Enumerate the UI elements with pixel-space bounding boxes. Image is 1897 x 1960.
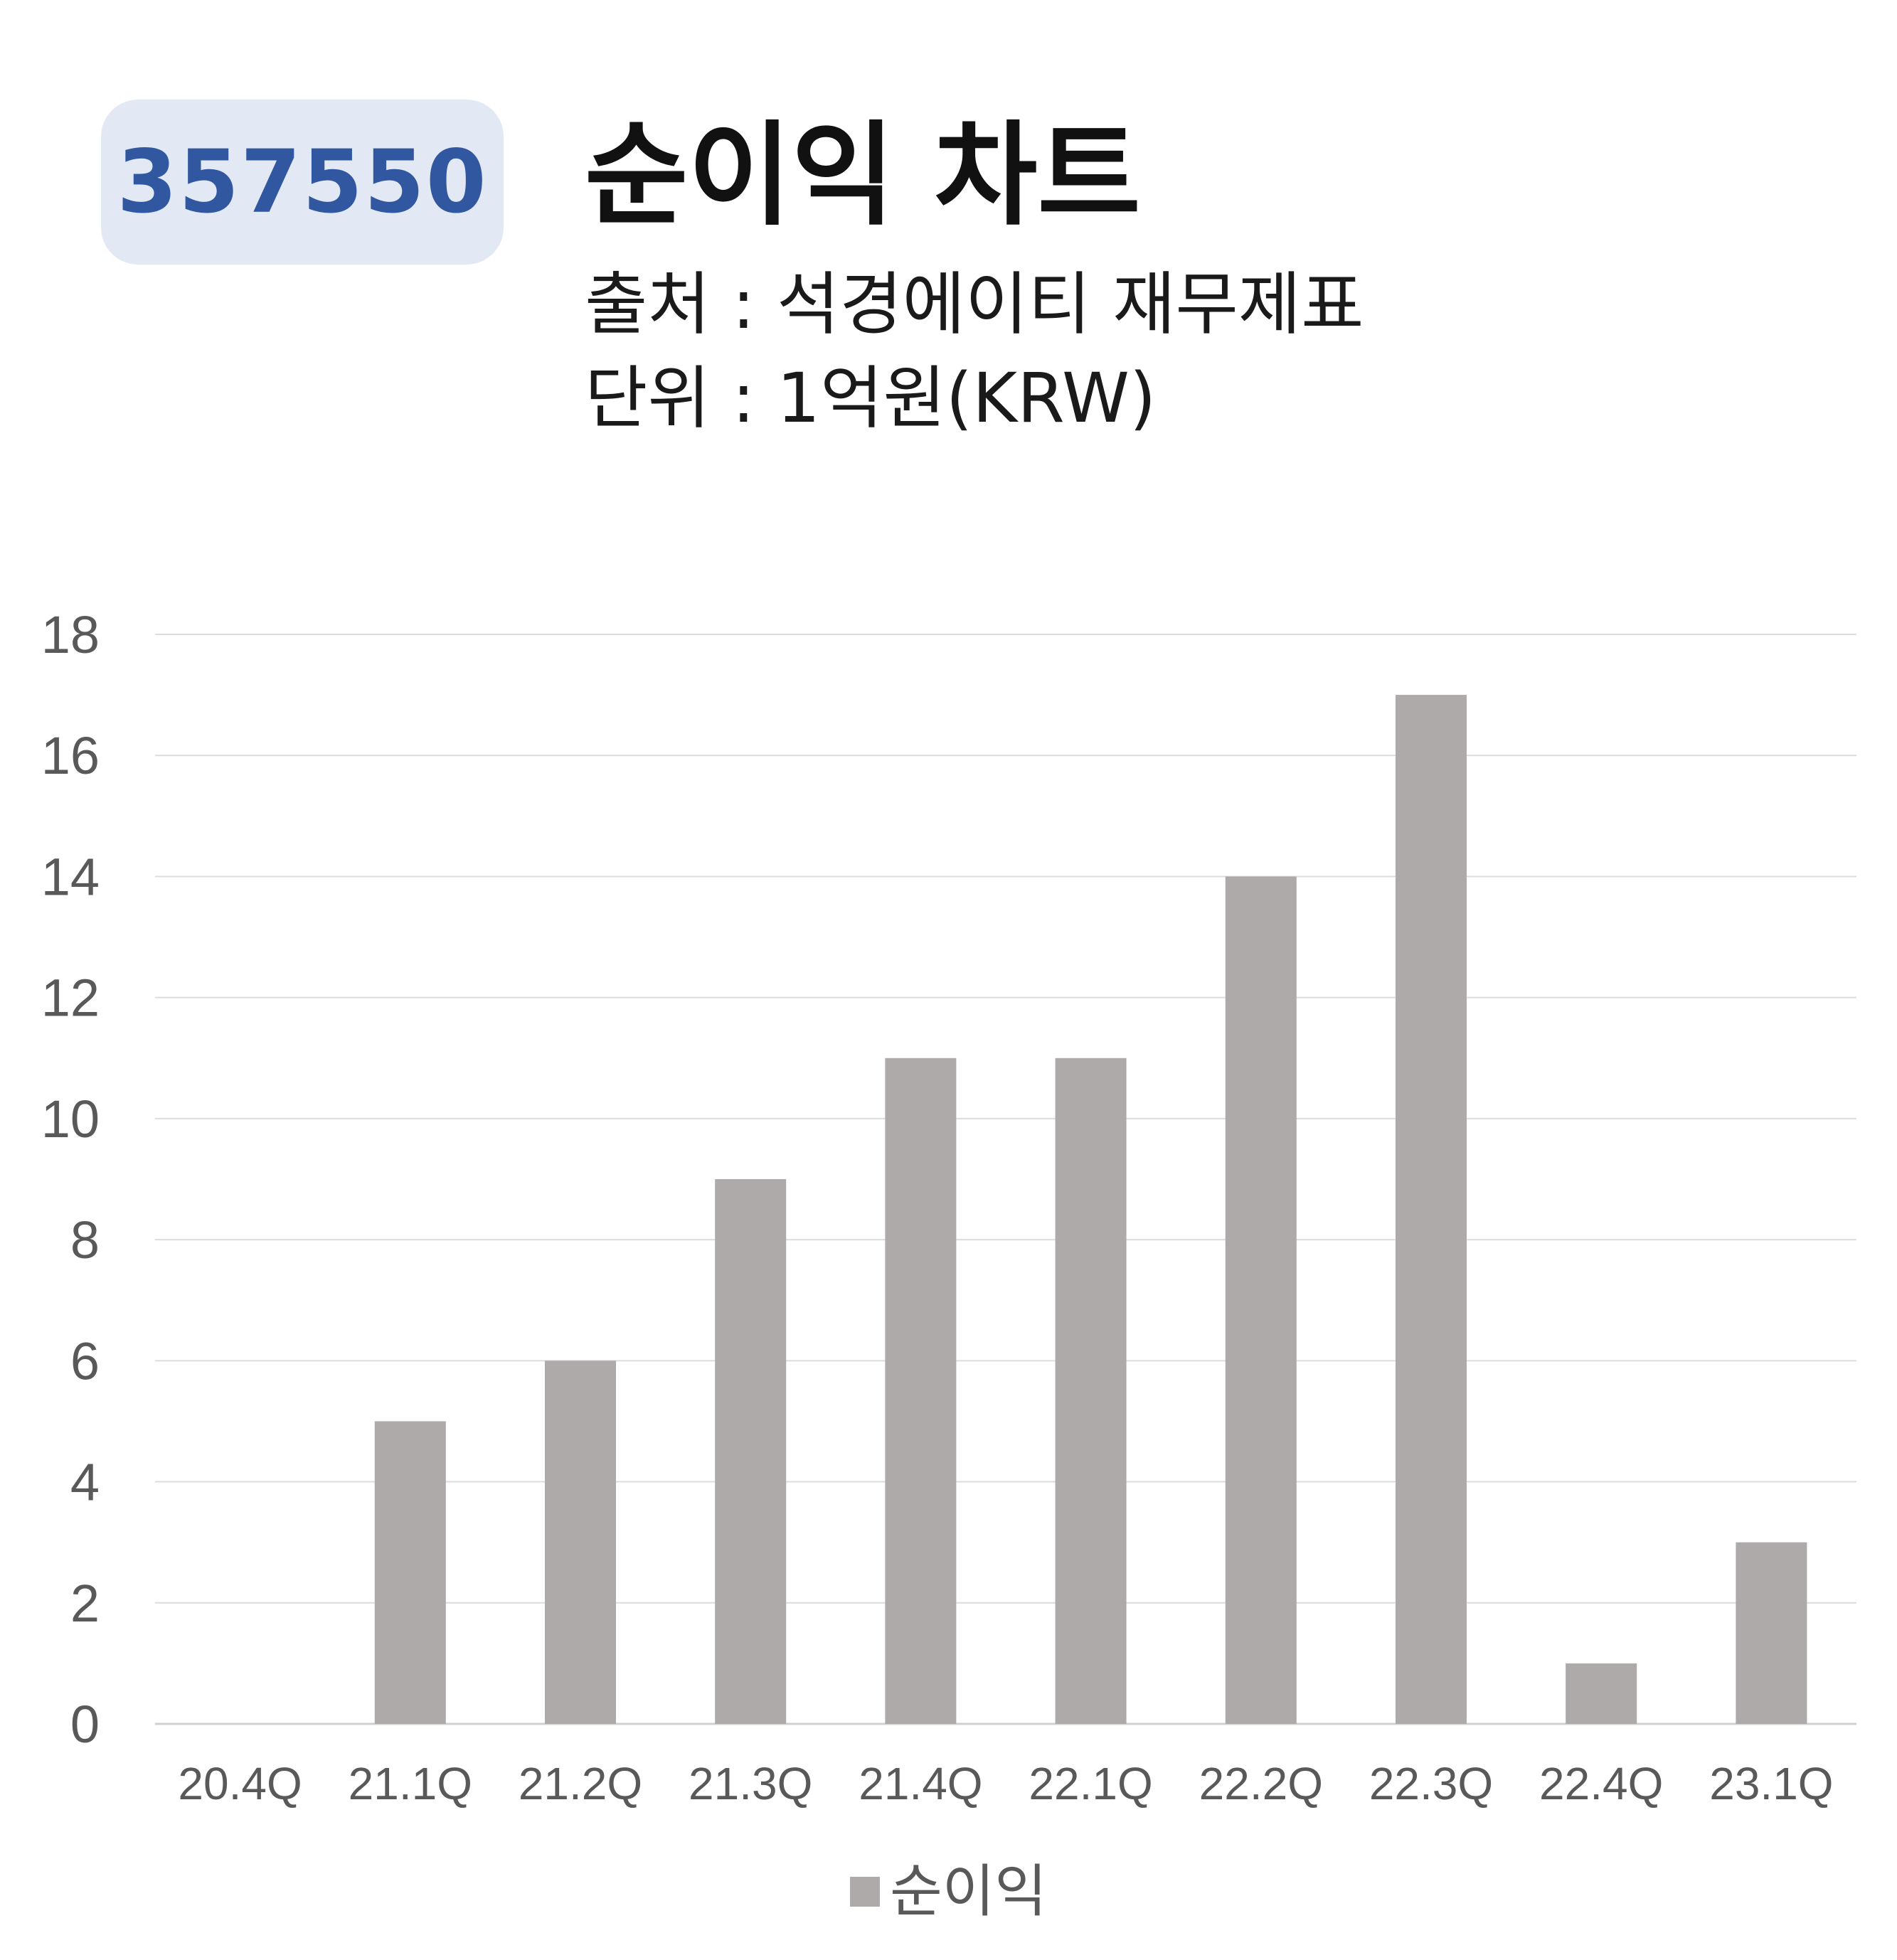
- y-tick-label: 0: [70, 1695, 100, 1754]
- y-tick-label: 2: [70, 1574, 100, 1633]
- x-tick-label: 22.4Q: [1539, 1758, 1663, 1809]
- y-axis-ticks: 0 2 4 6 8 10 12 14 16 18: [41, 605, 100, 1754]
- source-text: 출처 : 석경에이티 재무제표: [585, 265, 1364, 344]
- stock-code-badge: 357550: [101, 100, 504, 265]
- chart-title: 순이익 차트: [585, 110, 1141, 241]
- x-tick-label: 22.1Q: [1029, 1758, 1152, 1809]
- y-tick-label: 6: [70, 1331, 100, 1390]
- legend-label: 순이익: [890, 1858, 1047, 1924]
- bar-22.3Q: [1396, 695, 1467, 1724]
- x-tick-label: 22.3Q: [1369, 1758, 1493, 1809]
- bar-22.2Q: [1225, 876, 1297, 1724]
- bar-21.4Q: [885, 1058, 957, 1724]
- x-tick-label: 21.2Q: [519, 1758, 642, 1809]
- bar-22.4Q: [1566, 1663, 1637, 1724]
- gridlines: [155, 634, 1856, 1725]
- bar-21.3Q: [715, 1179, 787, 1724]
- y-tick-label: 8: [70, 1210, 100, 1269]
- x-tick-label: 23.1Q: [1709, 1758, 1833, 1809]
- bar-21.2Q: [545, 1360, 616, 1724]
- bar-22.1Q: [1055, 1058, 1127, 1724]
- y-tick-label: 12: [41, 969, 100, 1028]
- y-tick-label: 4: [70, 1453, 100, 1512]
- x-tick-label: 21.3Q: [689, 1758, 812, 1809]
- x-tick-label: 22.2Q: [1199, 1758, 1323, 1809]
- y-tick-label: 18: [41, 605, 100, 664]
- x-tick-label: 20.4Q: [178, 1758, 302, 1809]
- y-tick-label: 14: [41, 847, 100, 906]
- legend-swatch: [850, 1877, 881, 1907]
- legend: 순이익: [0, 1863, 1897, 1920]
- bar-23.1Q: [1736, 1542, 1807, 1724]
- x-tick-label: 21.4Q: [859, 1758, 982, 1809]
- x-axis-ticks: 20.4Q 21.1Q 21.2Q 21.3Q 21.4Q 22.1Q 22.2Q 22.3Q…: [178, 1758, 1833, 1809]
- y-tick-label: 10: [41, 1090, 100, 1149]
- bar-21.1Q: [374, 1421, 446, 1724]
- bars: [374, 695, 1807, 1724]
- x-tick-label: 21.1Q: [349, 1758, 472, 1809]
- unit-text: 단위 : 1억원(KRW): [585, 358, 1157, 438]
- y-tick-label: 16: [41, 726, 100, 785]
